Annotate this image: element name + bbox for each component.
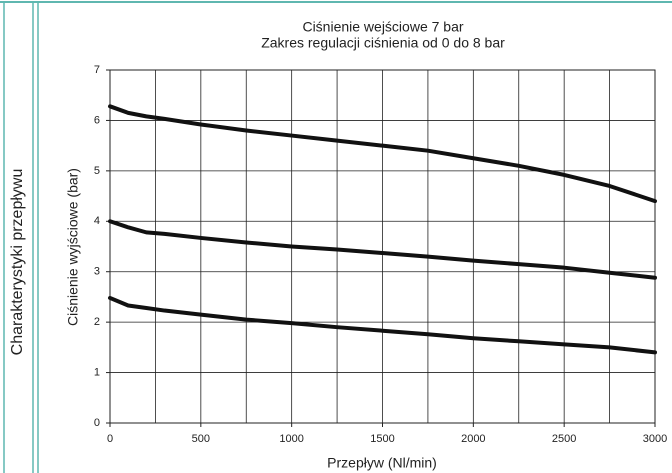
y-tick-label: 7 (94, 64, 100, 76)
chart-title: Ciśnienie wejściowe 7 bar (302, 19, 463, 35)
plot-frame (109, 69, 656, 424)
y-tick-label: 2 (94, 316, 100, 328)
x-tick-label: 2000 (461, 433, 485, 445)
chart-subtitle: Zakres regulacji ciśnienia od 0 do 8 bar (261, 35, 505, 51)
x-tick-label: 3000 (643, 433, 667, 445)
x-tick-label: 0 (107, 433, 113, 445)
x-tick-label: 500 (192, 433, 210, 445)
side-title: Charakterystyki przepływu (9, 169, 26, 356)
y-axis-label: Ciśnienie wyjściowe (bar) (65, 168, 81, 326)
x-tick-label: 2500 (552, 433, 576, 445)
y-tick-label: 3 (94, 266, 100, 278)
y-tick-label: 6 (94, 114, 100, 126)
x-tick-label: 1500 (370, 433, 394, 445)
y-tick-label: 1 (94, 366, 100, 378)
y-tick-label: 4 (94, 215, 100, 227)
data-line (108, 219, 657, 280)
data-line (108, 295, 657, 355)
x-axis-label: Przepływ (Nl/min) (327, 455, 437, 471)
data-line (108, 104, 657, 204)
y-tick-label: 5 (94, 165, 100, 177)
y-tick-label: 0 (94, 417, 100, 429)
x-tick-label: 1000 (279, 433, 303, 445)
